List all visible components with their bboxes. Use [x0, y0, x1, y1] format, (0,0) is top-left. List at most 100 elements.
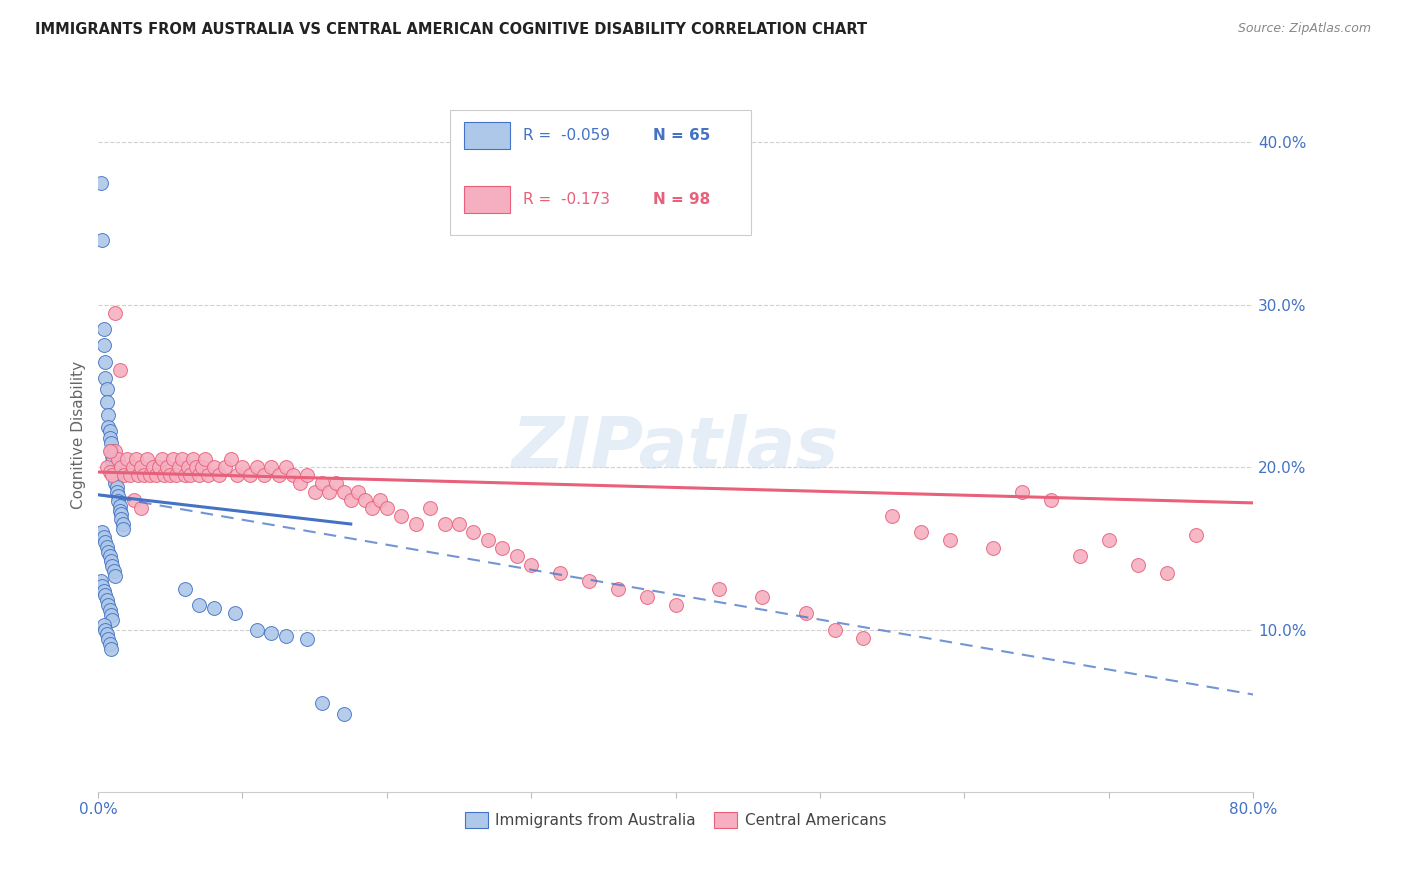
Point	[127, 468, 149, 483]
Point	[104, 471, 127, 485]
Point	[852, 631, 875, 645]
Point	[110, 508, 132, 522]
Point	[267, 468, 290, 483]
Point	[347, 484, 370, 499]
Point	[368, 492, 391, 507]
Point	[118, 468, 141, 483]
Point	[246, 460, 269, 475]
Point	[162, 452, 184, 467]
Point	[882, 508, 904, 523]
Bar	[464, 186, 510, 213]
Point	[606, 582, 628, 596]
Point	[150, 452, 173, 467]
Point	[339, 492, 361, 507]
Point	[405, 516, 427, 531]
Point	[578, 574, 600, 588]
Text: R =  -0.173: R = -0.173	[523, 192, 610, 207]
Point	[101, 455, 124, 469]
Point	[361, 500, 384, 515]
Point	[188, 468, 211, 483]
Point	[208, 468, 231, 483]
Point	[93, 617, 115, 632]
Point	[506, 549, 529, 564]
Point	[93, 338, 115, 352]
Point	[463, 525, 485, 540]
Point	[96, 460, 118, 475]
Point	[186, 460, 208, 475]
Point	[90, 176, 112, 190]
Point	[108, 363, 131, 377]
Point	[103, 564, 125, 578]
Point	[202, 460, 225, 475]
Point	[167, 460, 190, 475]
Point	[148, 460, 170, 475]
Text: R =  -0.059: R = -0.059	[523, 128, 610, 143]
Point	[1156, 566, 1178, 580]
Point	[122, 492, 145, 507]
Point	[173, 582, 195, 596]
Point	[101, 613, 124, 627]
Point	[191, 460, 214, 475]
Point	[103, 465, 125, 479]
Point	[260, 625, 283, 640]
Point	[165, 468, 187, 483]
Point	[97, 598, 120, 612]
Point	[311, 696, 333, 710]
Y-axis label: Cognitive Disability: Cognitive Disability	[72, 360, 86, 508]
Point	[274, 460, 297, 475]
Text: IMMIGRANTS FROM AUSTRALIA VS CENTRAL AMERICAN COGNITIVE DISABILITY CORRELATION C: IMMIGRANTS FROM AUSTRALIA VS CENTRAL AME…	[35, 22, 868, 37]
Point	[520, 558, 543, 572]
Text: N = 65: N = 65	[652, 128, 710, 143]
Point	[794, 607, 817, 621]
Point	[179, 468, 201, 483]
Point	[548, 566, 571, 580]
Point	[107, 452, 129, 467]
Point	[94, 371, 117, 385]
Point	[124, 452, 146, 467]
Point	[94, 354, 117, 368]
Point	[910, 525, 932, 540]
Point	[104, 569, 127, 583]
Point	[153, 468, 176, 483]
Point	[173, 468, 195, 483]
Point	[145, 468, 167, 483]
Point	[1126, 558, 1149, 572]
Point	[98, 465, 121, 479]
Point	[97, 408, 120, 422]
Point	[297, 468, 319, 483]
Point	[101, 449, 124, 463]
Point	[290, 476, 312, 491]
Point	[98, 637, 121, 651]
Point	[107, 490, 129, 504]
Point	[707, 582, 730, 596]
Point	[477, 533, 499, 548]
Point	[111, 516, 134, 531]
Point	[101, 559, 124, 574]
Point	[311, 476, 333, 491]
Point	[131, 500, 153, 515]
Point	[375, 500, 398, 515]
Text: Source: ZipAtlas.com: Source: ZipAtlas.com	[1237, 22, 1371, 36]
Point	[100, 554, 122, 568]
Point	[96, 382, 118, 396]
Point	[98, 431, 121, 445]
Point	[274, 629, 297, 643]
Point	[194, 452, 217, 467]
Point	[98, 444, 121, 458]
Point	[96, 540, 118, 554]
Point	[136, 452, 159, 467]
Point	[98, 425, 121, 439]
Point	[131, 460, 153, 475]
Point	[281, 468, 304, 483]
Point	[98, 603, 121, 617]
Point	[100, 642, 122, 657]
Point	[246, 623, 269, 637]
Point	[665, 598, 688, 612]
Point	[188, 598, 211, 612]
Point	[97, 419, 120, 434]
Point	[91, 233, 114, 247]
Point	[354, 492, 377, 507]
Point	[433, 516, 456, 531]
Point	[93, 583, 115, 598]
Point	[100, 444, 122, 458]
